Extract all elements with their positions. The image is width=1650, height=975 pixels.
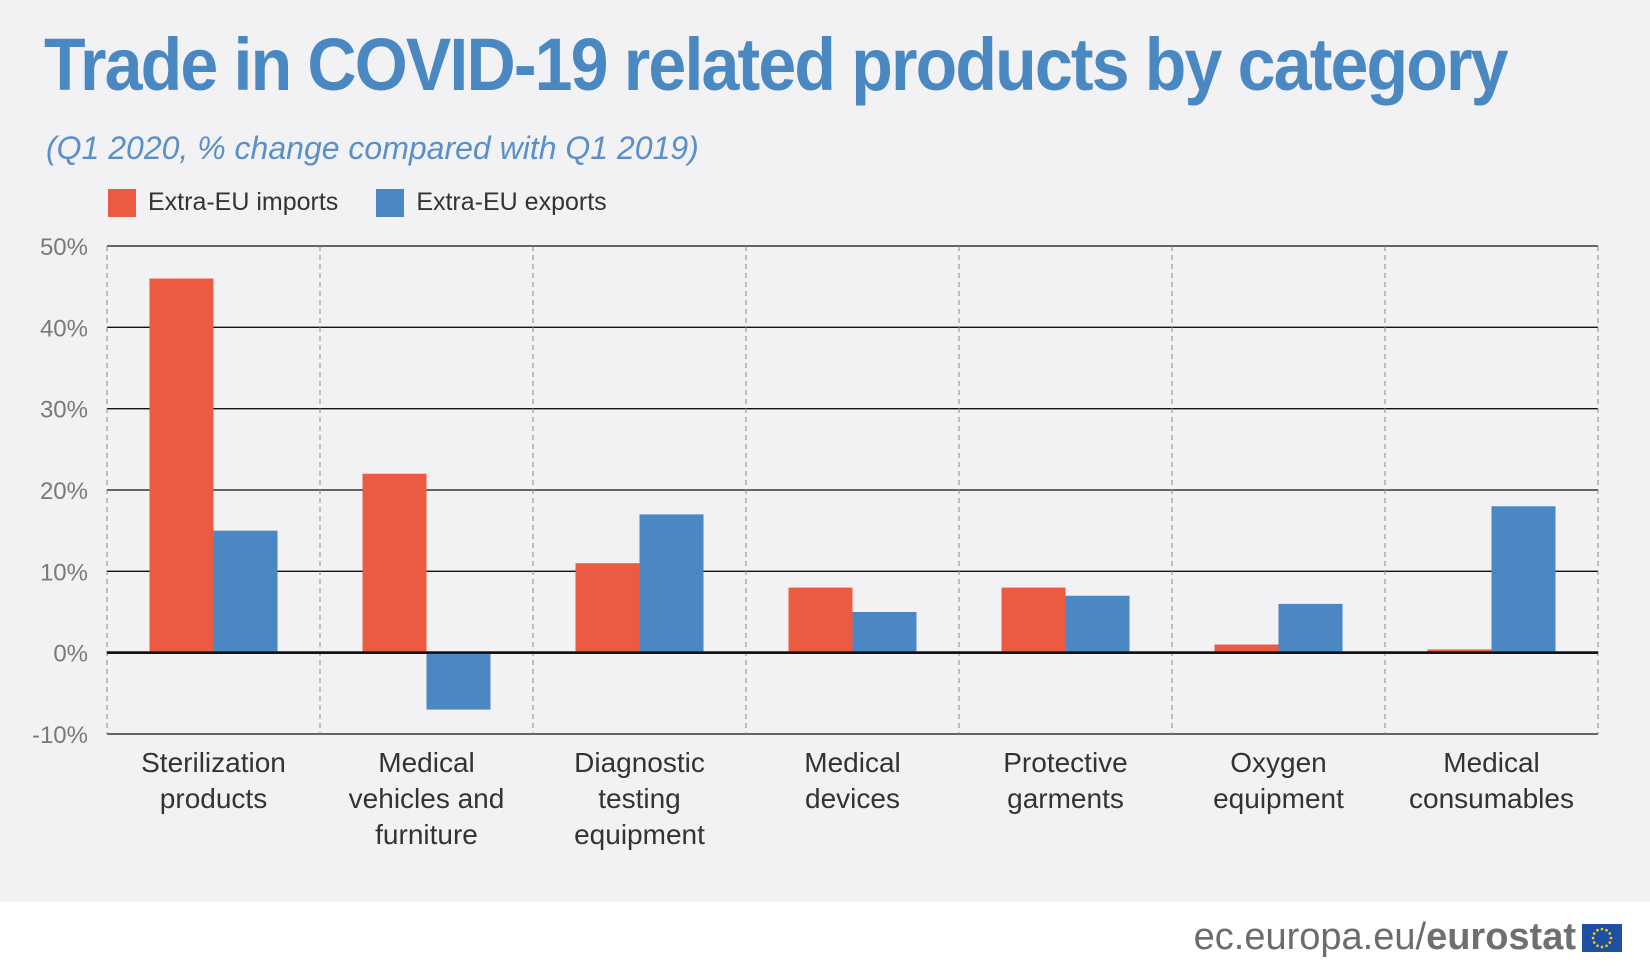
bar-chart: 50% 40% 30% 20% 10% 0% -10% Sterilization produc… xyxy=(32,234,1599,850)
legend-item-exports: Extra-EU exports xyxy=(376,188,607,217)
y-tick-label: 10% xyxy=(40,559,88,586)
bar-imports xyxy=(788,587,853,653)
bar-exports xyxy=(213,530,278,653)
x-tick-label: Medical devices xyxy=(804,747,900,814)
x-tick-label: Medical vehicles and furniture xyxy=(349,747,505,850)
x-tick-label: Diagnostic testing equipment xyxy=(574,747,705,850)
bar-exports xyxy=(1278,603,1343,653)
legend-label-imports: Extra-EU imports xyxy=(148,188,339,216)
eu-flag-icon xyxy=(1582,923,1622,952)
bar-exports xyxy=(639,514,704,653)
y-tick-label: 50% xyxy=(40,234,88,261)
y-tick-label: 40% xyxy=(40,315,88,342)
legend-item-imports: Extra-EU imports xyxy=(108,188,338,217)
y-tick-label: 0% xyxy=(53,641,88,668)
bar-exports xyxy=(1491,506,1556,653)
y-tick-label: 30% xyxy=(40,397,88,424)
bar-imports xyxy=(1001,587,1066,653)
bar-imports xyxy=(1427,649,1492,653)
legend-label-exports: Extra-EU exports xyxy=(416,188,607,216)
bar-imports xyxy=(149,278,214,653)
bar-exports xyxy=(426,652,491,710)
legend: Extra-EU imports Extra-EU exports xyxy=(108,188,607,217)
footer: ec.europa.eu/eurostat xyxy=(1194,916,1622,959)
x-tick-label: Protective garments xyxy=(1003,747,1128,814)
bar-exports xyxy=(1065,595,1130,653)
footer-brand: eurostat xyxy=(1426,916,1576,958)
legend-swatch-imports xyxy=(108,188,136,217)
chart-panel xyxy=(0,0,1650,902)
x-tick-label: Medical consumables xyxy=(1409,747,1574,814)
footer-site: ec.europa.eu/ xyxy=(1193,916,1427,958)
bar-imports xyxy=(1214,644,1279,653)
chart-subtitle: (Q1 2020, % change compared with Q1 2019… xyxy=(46,130,699,166)
chart-title: Trade in COVID-19 related products by ca… xyxy=(44,23,1509,106)
y-tick-label: 20% xyxy=(40,478,88,505)
x-tick-label: Oxygen equipment xyxy=(1213,747,1344,814)
y-tick-label: -10% xyxy=(32,722,88,749)
bar-imports xyxy=(362,473,427,653)
bar-imports xyxy=(575,563,640,653)
x-tick-label: Sterilization products xyxy=(141,747,286,814)
bar-exports xyxy=(852,612,917,653)
legend-swatch-exports xyxy=(376,188,405,217)
